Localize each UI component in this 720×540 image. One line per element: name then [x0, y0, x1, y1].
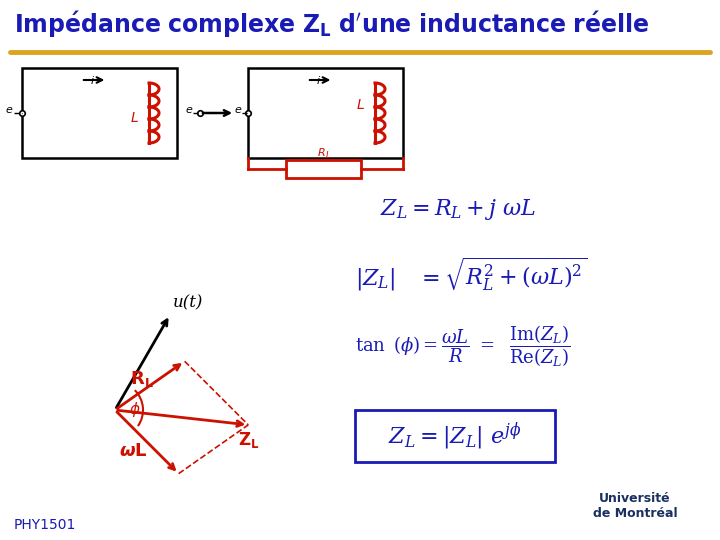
Text: R: R: [318, 148, 325, 158]
Text: e: e: [185, 105, 192, 115]
Text: $|Z_L|\ \ \ = \sqrt{R_L^2 + (\omega L)^2}$: $|Z_L|\ \ \ = \sqrt{R_L^2 + (\omega L)^2…: [355, 255, 588, 293]
Text: $\mathbf{R_L}$: $\mathbf{R_L}$: [130, 369, 153, 389]
Text: u(t): u(t): [173, 295, 203, 312]
Bar: [22, 68, 177, 158]
Text: e: e: [234, 105, 241, 115]
Text: $\boldsymbol{\omega}\mathbf{L}$: $\boldsymbol{\omega}\mathbf{L}$: [119, 442, 148, 460]
Text: i: i: [316, 76, 320, 86]
Text: Université
de Montréal: Université de Montréal: [593, 492, 678, 520]
Text: $Z_L = R_L + j\ \omega L$: $Z_L = R_L + j\ \omega L$: [380, 197, 536, 222]
Text: e: e: [5, 105, 12, 115]
Text: $\tan\ (\phi)= \dfrac{\omega L}{R}\ =\ \ \dfrac{\mathrm{Im}(Z_L)}{\mathrm{Re}(Z_: $\tan\ (\phi)= \dfrac{\omega L}{R}\ =\ \…: [355, 323, 571, 369]
Bar: [248, 68, 403, 158]
Text: L: L: [357, 98, 365, 112]
Text: $\mathbf{Imp\acute{e}dance\ complexe\ Z_L\ d'une\ inductance\ r\acute{e}elle}$: $\mathbf{Imp\acute{e}dance\ complexe\ Z_…: [14, 10, 649, 40]
Text: i: i: [90, 76, 94, 86]
Text: L: L: [325, 151, 330, 160]
Bar: [286, 160, 361, 178]
Text: $Z_L = |Z_L|\ e^{j\phi}$: $Z_L = |Z_L|\ e^{j\phi}$: [388, 420, 522, 452]
Text: L: L: [131, 111, 139, 125]
Text: $\phi$: $\phi$: [129, 400, 140, 419]
Text: PHY1501: PHY1501: [14, 518, 76, 532]
Bar: [355, 410, 555, 462]
Text: $\mathbf{Z_L}$: $\mathbf{Z_L}$: [238, 430, 260, 450]
